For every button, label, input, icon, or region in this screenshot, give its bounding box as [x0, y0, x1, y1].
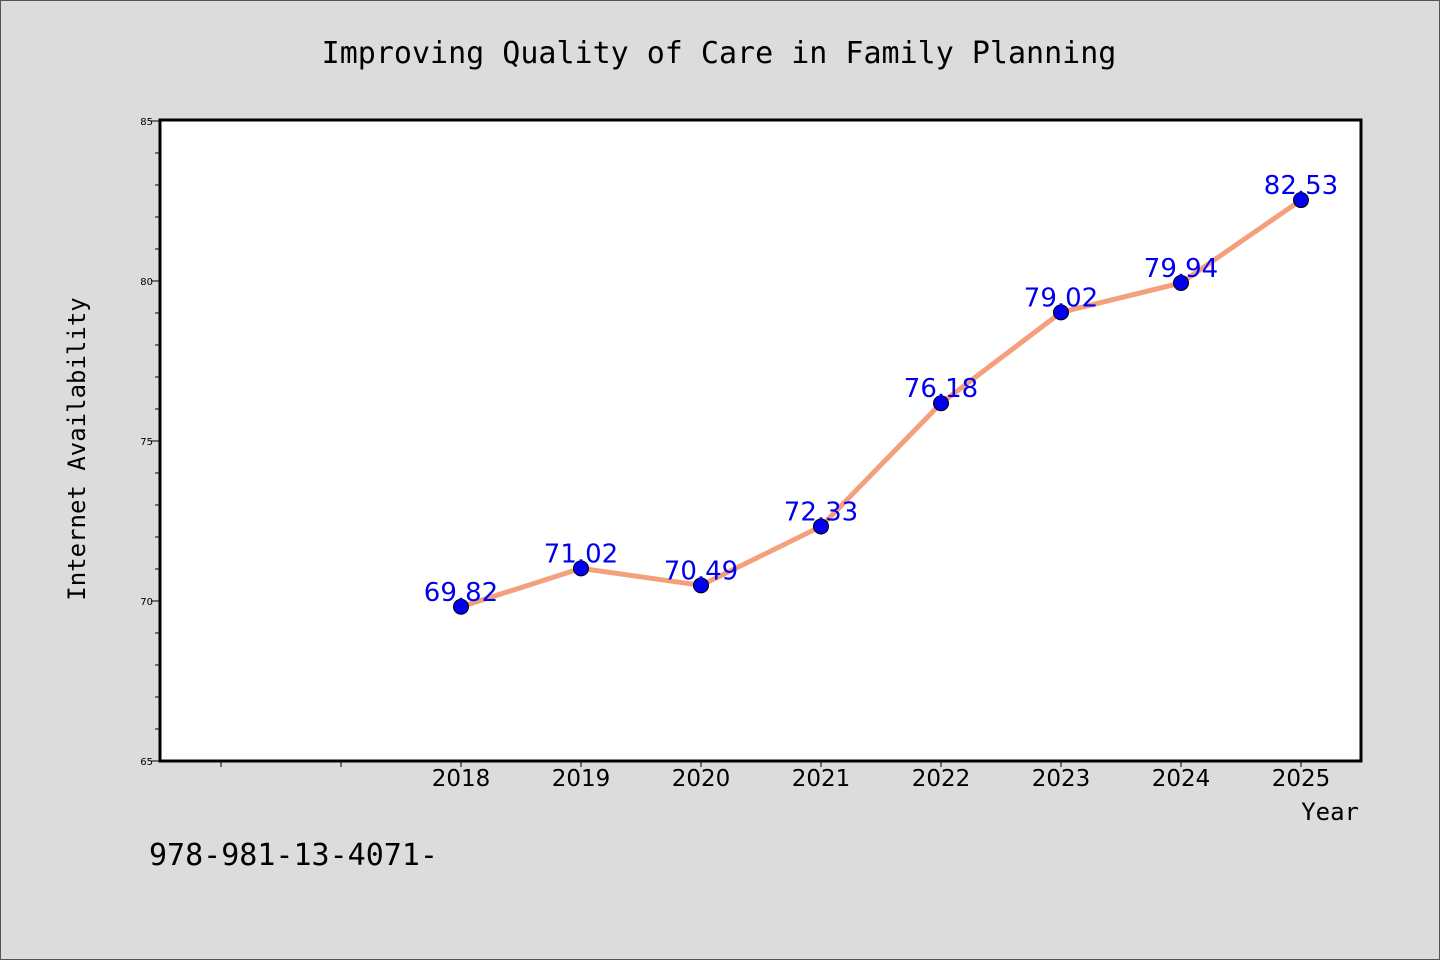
x-axis: 2018 2019 2020 2021 2022 2023 2024 2025 [220, 761, 1331, 792]
data-point [933, 395, 949, 412]
y-tick-label: 85 [140, 117, 153, 128]
data-label: 82.53 [1264, 171, 1338, 201]
data-label: 79.94 [1144, 254, 1218, 284]
footer-text: 978-981-13-4071- [149, 838, 438, 873]
data-point [573, 560, 589, 577]
y-tick-label: 70 [140, 597, 153, 608]
x-tick-label: 2022 [912, 766, 971, 792]
y-tick-label: 75 [140, 437, 153, 448]
x-tick-label: 2018 [432, 766, 491, 792]
data-label: 72.33 [784, 497, 858, 527]
x-tick-label: 2024 [1152, 766, 1211, 792]
x-tick-label: 2019 [552, 766, 611, 792]
data-point [1173, 274, 1189, 291]
x-tick-label: 2020 [672, 766, 731, 792]
y-axis-label: Internet Availability [63, 297, 91, 600]
data-point [693, 577, 709, 594]
x-axis-label: Year [1301, 798, 1359, 826]
x-tick-label: 2021 [792, 766, 851, 792]
data-label: 76.18 [904, 374, 978, 404]
series-group: 69.82 71.02 70.49 72.33 76.18 79.02 79.94 82.53 [424, 171, 1338, 615]
plot-area [158, 118, 1363, 763]
data-label: 79.02 [1024, 283, 1098, 313]
data-point [1053, 304, 1069, 321]
y-axis: 65 70 75 80 85 [140, 117, 161, 768]
x-tick-label: 2025 [1272, 766, 1331, 792]
data-label: 71.02 [544, 539, 618, 569]
data-point [813, 518, 829, 535]
chart-title: Improving Quality of Care in Family Plan… [322, 36, 1117, 71]
data-label: 69.82 [424, 578, 498, 608]
series-line [458, 197, 1304, 610]
x-tick-label: 2023 [1032, 766, 1091, 792]
y-tick-label: 80 [140, 277, 153, 288]
data-label: 70.49 [664, 556, 738, 586]
data-point [453, 598, 469, 615]
data-point [1293, 192, 1309, 209]
y-tick-label: 65 [140, 757, 153, 768]
